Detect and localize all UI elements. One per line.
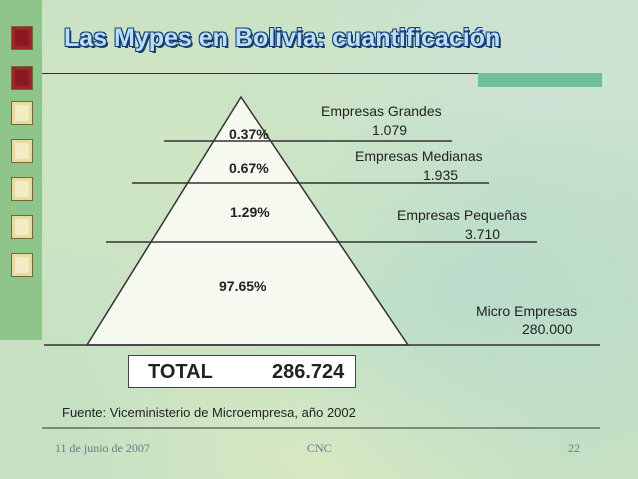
footer-page-number: 22 xyxy=(568,441,580,455)
light-square-icon xyxy=(11,177,33,201)
percent-pequenas: 1.29% xyxy=(230,204,270,220)
slide-title: Las Mypes en Bolivia: cuantificación xyxy=(64,24,501,52)
light-square-icon xyxy=(11,139,33,163)
footer-center: CNC xyxy=(307,441,332,455)
decorative-sidebar xyxy=(0,0,42,340)
value-medianas: 1.935 xyxy=(423,167,459,183)
value-micro: 280.000 xyxy=(522,321,573,337)
label-medianas: Empresas Medianas xyxy=(355,148,483,164)
title-underline xyxy=(42,73,478,74)
light-square-icon xyxy=(11,101,33,125)
light-square-icon xyxy=(11,253,33,277)
total-box: TOTAL 286.724 xyxy=(128,355,356,388)
source-note: Fuente: Viceministerio de Microempresa, … xyxy=(62,405,356,420)
title-accent-bar xyxy=(478,73,602,87)
dark-square-icon xyxy=(11,66,33,90)
percent-micro: 97.65% xyxy=(219,278,267,294)
label-pequenas: Empresas Pequeñas xyxy=(397,207,527,223)
total-value: 286.724 xyxy=(272,361,345,383)
light-square-icon xyxy=(11,215,33,239)
percent-medianas: 0.67% xyxy=(229,160,269,176)
percent-grandes: 0.37% xyxy=(229,126,269,142)
value-grandes: 1.079 xyxy=(372,122,408,138)
label-micro: Micro Empresas xyxy=(476,303,578,319)
value-pequenas: 3.710 xyxy=(465,226,501,242)
footer-date: 11 de junio de 2007 xyxy=(55,441,150,455)
total-label: TOTAL xyxy=(148,361,213,383)
label-grandes: Empresas Grandes xyxy=(321,103,442,119)
dark-square-icon xyxy=(11,26,33,50)
